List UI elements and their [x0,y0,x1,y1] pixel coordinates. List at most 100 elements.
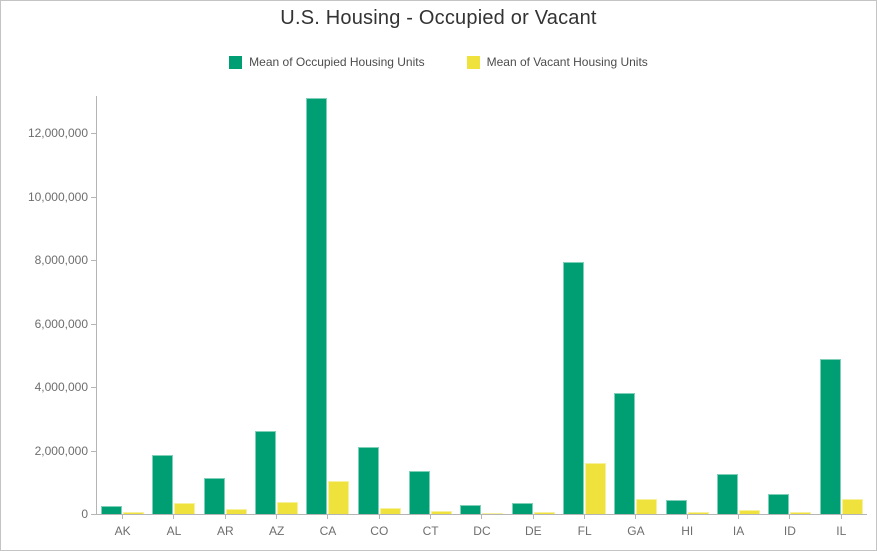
y-axis-tick [91,387,96,388]
x-axis-label-HI: HI [681,524,694,538]
x-axis-tick [635,515,637,519]
bar-vacant-IL[interactable] [841,499,863,514]
y-axis-tick-label: 0 [81,507,88,521]
bar-group-AK [97,96,148,514]
legend: Mean of Occupied Housing Units Mean of V… [1,55,876,69]
bar-vacant-DE[interactable] [533,511,555,514]
bar-occupied-HI[interactable] [665,500,687,514]
x-axis-tick [430,515,432,519]
x-axis-cell-DE: DE [508,515,559,538]
x-axis-tick [224,515,226,519]
bar-occupied-DC[interactable] [460,505,482,514]
x-axis-cell-AZ: AZ [251,515,302,538]
x-axis-label-ID: ID [783,524,796,538]
y-axis-tick [91,133,96,134]
bar-vacant-HI[interactable] [687,511,709,514]
plot-area [97,96,867,514]
bar-group-CA [302,96,353,514]
bar-group-CO [354,96,405,514]
x-axis-cell-FL: FL [559,515,610,538]
bar-occupied-CA[interactable] [306,98,328,514]
bar-vacant-DC[interactable] [482,513,504,514]
x-axis-line [96,514,867,515]
bar-vacant-CA[interactable] [328,480,350,514]
x-axis-tick [276,515,278,519]
x-axis-tick [378,515,380,519]
x-axis-tick [481,515,483,519]
x-axis-label-IL: IL [836,524,847,538]
bar-occupied-AZ[interactable] [255,431,277,514]
bar-group-FL [559,96,610,514]
x-axis-tick [122,515,124,519]
chart-title: U.S. Housing - Occupied or Vacant [280,7,597,29]
y-axis-tick [91,196,96,198]
x-axis-tick [686,515,688,519]
bar-group-IA [713,96,764,514]
y-axis-tick [91,450,96,452]
x-axis-cell-IL: IL [816,515,867,538]
y-axis-tick-label: 6,000,000 [34,316,88,331]
x-axis-label-AK: AK [114,524,131,538]
bar-occupied-CO[interactable] [357,447,379,514]
bar-vacant-CO[interactable] [379,508,401,514]
bar-group-HI [662,96,713,514]
bar-vacant-GA[interactable] [636,499,658,514]
legend-item-occupied[interactable]: Mean of Occupied Housing Units [229,55,425,69]
x-axis-label-DC: DC [473,524,491,538]
bar-occupied-AR[interactable] [203,477,225,514]
x-axis-label-AL: AL [166,524,182,538]
legend-swatch-vacant-icon [466,55,480,69]
legend-item-vacant[interactable]: Mean of Vacant Housing Units [466,55,648,69]
bar-occupied-DE[interactable] [511,502,533,514]
x-axis-tick [738,515,740,519]
bar-vacant-AK[interactable] [123,511,145,514]
bar-vacant-IA[interactable] [739,510,761,514]
x-axis-tick [840,515,842,519]
bar-occupied-IL[interactable] [819,359,841,514]
bar-group-AR [200,96,251,514]
x-axis-label-FL: FL [577,524,592,538]
bar-occupied-FL[interactable] [563,261,585,514]
x-axis-tick [173,515,175,519]
bar-occupied-AL[interactable] [152,455,174,514]
bar-group-GA [610,96,661,514]
bar-group-IL [816,96,867,514]
bar-occupied-IA[interactable] [717,474,739,514]
bar-vacant-FL[interactable] [585,463,607,514]
bar-vacant-AR[interactable] [225,508,247,514]
x-axis-cell-GA: GA [610,515,661,538]
legend-label-occupied: Mean of Occupied Housing Units [249,55,425,69]
y-axis-tick-label: 12,000,000 [27,126,88,140]
bar-occupied-ID[interactable] [768,494,790,514]
x-axis-cell-CO: CO [354,515,405,538]
x-axis-label-AZ: AZ [268,524,285,538]
x-axis-cell-AR: AR [200,515,251,538]
y-axis-line [96,96,97,515]
x-axis-tick [327,515,329,519]
bar-group-DC [456,96,507,514]
bar-group-DE [508,96,559,514]
y-axis-tick-label: 2,000,000 [34,443,88,458]
bar-vacant-AL[interactable] [174,503,196,514]
x-axis-cell-IA: IA [713,515,764,538]
y-axis-tick-label: 4,000,000 [34,380,88,394]
legend-label-vacant: Mean of Vacant Housing Units [486,55,648,69]
x-axis-tick [584,515,586,519]
x-axis-label-CO: CO [370,524,389,538]
bar-occupied-AK[interactable] [101,506,123,514]
bar-vacant-ID[interactable] [790,511,812,514]
x-axis-label-CA: CA [319,524,337,538]
bar-vacant-AZ[interactable] [277,501,299,514]
x-axis-labels: AK AL AR AZ CA CO CT DC DE FL GA HI IA ID IL [97,515,867,538]
y-axis-tick [91,260,96,261]
y-axis-tick-label: 10,000,000 [27,189,88,204]
x-axis-tick [532,515,534,519]
x-axis-cell-DC: DC [456,515,507,538]
bar-group-AL [148,96,199,514]
bar-occupied-GA[interactable] [614,393,636,514]
bar-occupied-CT[interactable] [409,471,431,514]
y-axis-tick [91,514,96,515]
bar-vacant-CT[interactable] [431,511,453,514]
bar-group-CT [405,96,456,514]
